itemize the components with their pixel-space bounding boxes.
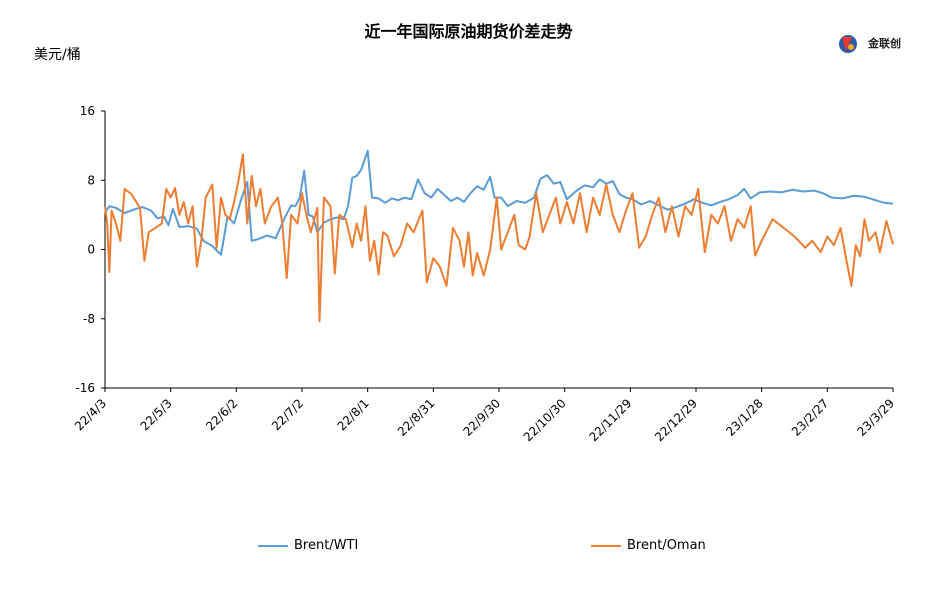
legend-item-brent-wti: Brent/WTI — [258, 538, 358, 553]
y-axis-ticks: 16 8 0 -8 -16 — [75, 104, 105, 395]
legend-swatch-brent-oman — [591, 544, 621, 547]
y-tick-label: -8 — [83, 312, 95, 326]
legend-label-brent-wti: Brent/WTI — [294, 538, 359, 553]
x-axis-ticks: 22/4/3 22/5/3 22/6/2 22/7/2 22/8/1 22/8/31 22/… — [72, 388, 897, 444]
x-tick-label: 22/11/29 — [586, 396, 634, 444]
y-tick-label: 8 — [87, 173, 95, 187]
x-tick-label: 22/6/2 — [203, 396, 240, 433]
x-tick-label: 22/8/1 — [335, 396, 372, 433]
chart-title: 近一年国际原油期货价差走势 — [364, 22, 573, 41]
x-tick-label: 22/10/30 — [521, 396, 569, 444]
x-tick-label: 22/5/3 — [138, 396, 175, 433]
brand-logo-icon — [839, 35, 857, 53]
legend-swatch-brent-wti — [258, 544, 288, 547]
y-tick-label: 16 — [80, 104, 95, 118]
y-tick-label: -16 — [75, 381, 95, 395]
x-tick-label: 23/3/29 — [855, 396, 898, 439]
x-tick-label: 22/12/29 — [652, 396, 700, 444]
y-tick-label: 0 — [87, 243, 95, 257]
series-line-brent-oman — [104, 153, 894, 323]
y-axis-label: 美元/桶 — [34, 47, 81, 63]
brand-logo-text: 金联创 — [868, 37, 901, 50]
legend-item-brent-oman: Brent/Oman — [591, 538, 706, 553]
series-lines — [104, 149, 894, 323]
series-line-brent-wti — [104, 149, 894, 256]
x-tick-label: 23/2/27 — [789, 396, 832, 439]
x-tick-label: 22/7/2 — [269, 396, 306, 433]
x-tick-label: 22/8/31 — [395, 396, 438, 439]
chart-axes — [104, 111, 893, 389]
legend-label-brent-oman: Brent/Oman — [627, 538, 706, 553]
x-tick-label: 22/4/3 — [72, 396, 109, 433]
x-tick-label: 23/1/28 — [723, 396, 766, 439]
x-tick-label: 22/9/30 — [461, 396, 504, 439]
